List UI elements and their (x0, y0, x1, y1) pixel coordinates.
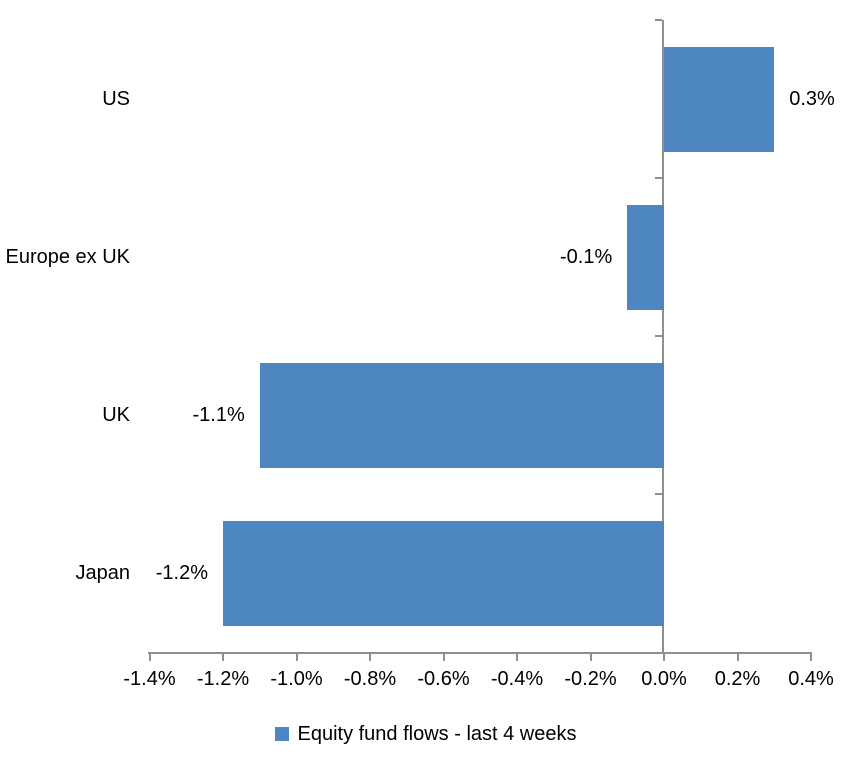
x-tick-label: 0.2% (714, 668, 761, 690)
category-label-us: US (102, 88, 130, 110)
value-label-europe-ex-uk: -0.1% (560, 246, 613, 268)
y-tick-mark (655, 177, 662, 179)
x-tick-mark (222, 652, 224, 661)
x-tick-mark (148, 652, 151, 661)
value-label-us: 0.3% (789, 88, 835, 110)
x-tick-label: -0.6% (417, 668, 470, 690)
legend-label: Equity fund flows - last 4 weeks (297, 723, 577, 745)
x-axis-line (148, 652, 812, 654)
bar-japan (223, 520, 664, 626)
x-tick-label: 0.4% (788, 668, 834, 690)
y-tick-mark (655, 335, 662, 337)
bar-uk (259, 362, 664, 468)
bar-us (664, 46, 775, 152)
legend-square-icon (275, 727, 290, 741)
x-tick-label: -1.4% (123, 668, 176, 690)
x-tick-mark (516, 652, 518, 661)
x-tick-mark (663, 652, 665, 661)
y-tick-mark (655, 493, 662, 495)
category-label-uk: UK (102, 404, 130, 426)
x-tick-label: -1.2% (196, 668, 250, 690)
category-label-europe-ex-uk: Europe ex UK (5, 246, 130, 268)
category-label-japan: Japan (75, 562, 131, 584)
x-tick-label: 0.0% (641, 668, 687, 690)
x-tick-label: -0.2% (564, 668, 617, 690)
x-tick-mark (736, 652, 739, 661)
bar-europe-ex-uk (627, 204, 664, 310)
x-tick-mark (442, 652, 445, 661)
x-tick-label: -1.0% (270, 668, 323, 690)
y-axis-line (662, 20, 664, 654)
x-tick-label: -0.4% (490, 668, 544, 690)
x-tick-label: -0.8% (343, 668, 397, 690)
x-tick-mark (810, 652, 812, 661)
y-tick-mark (655, 19, 662, 21)
x-tick-mark (295, 652, 298, 661)
x-tick-mark (369, 652, 371, 661)
x-tick-mark (589, 652, 592, 661)
value-label-uk: -1.1% (192, 404, 245, 426)
legend: Equity fund flows - last 4 weeks (0, 721, 852, 747)
value-label-japan: -1.2% (155, 562, 208, 584)
